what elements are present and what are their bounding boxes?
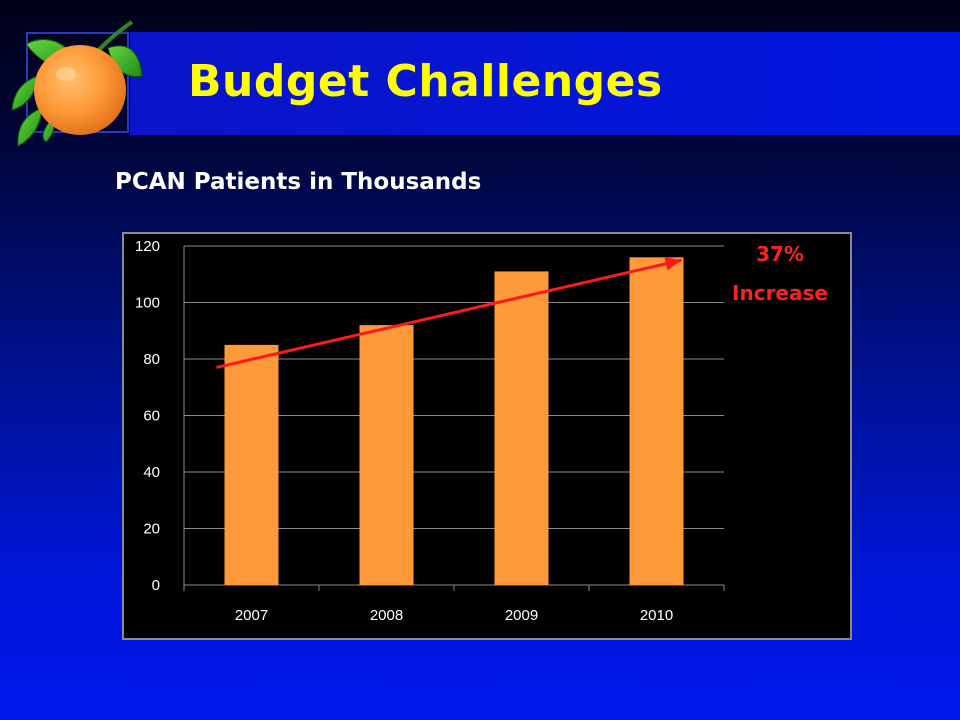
x-tick-label: 2007 [235,607,268,624]
trend-arrowhead [664,256,682,271]
y-tick-label: 100 [135,295,160,312]
chart-frame: 0 20 40 60 80 100 120 2007 2008 2009 2010 37% Incre… [122,232,852,640]
bar-2007 [224,344,279,585]
bar-2009 [494,271,549,585]
y-tick-label: 80 [143,351,160,368]
x-tick-label: 2009 [505,607,538,624]
title-band [130,32,960,135]
slide-title: Budget Challenges [188,56,663,107]
bar-chart: 0 20 40 60 80 100 120 2007 2008 2009 2010 37% Incre… [135,238,828,624]
y-tick-label: 40 [143,464,160,481]
orange-with-leaves-icon [11,20,143,147]
x-tick-label: 2010 [640,607,673,624]
y-tick-label: 120 [135,238,160,255]
trend-line [216,258,682,369]
annotations: 37% Increase [732,242,828,305]
bar-2010 [629,257,684,585]
y-tick-label: 60 [143,408,160,425]
x-tick-label: 2008 [370,607,403,624]
axis-labels: 0 20 40 60 80 100 120 2007 2008 2009 2010 [135,238,673,624]
increase-label: Increase [732,281,828,305]
chart-subtitle: PCAN Patients in Thousands [115,169,482,195]
trend-arrow [216,256,682,369]
bars [224,257,684,585]
bar-2008 [359,325,414,585]
increase-percent-label: 37% [756,242,804,266]
y-tick-label: 20 [143,521,160,538]
y-tick-label: 0 [152,577,160,594]
